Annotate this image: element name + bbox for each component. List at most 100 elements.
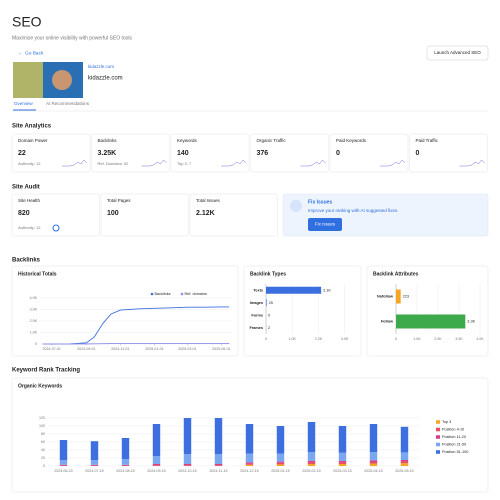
bar-segment — [183, 464, 192, 466]
x-tick-label: 2.0K — [315, 337, 323, 341]
y-tick-label: 2.0K — [30, 319, 38, 323]
metric-value: 0 — [416, 150, 420, 157]
metric-label: Total Issues — [196, 198, 221, 203]
bar-segment — [245, 424, 254, 454]
site-name: kidazzle.com — [88, 76, 123, 82]
bar-segment — [245, 453, 254, 463]
x-tick-label: 2024-10-15 — [178, 469, 196, 473]
bar — [266, 299, 267, 307]
x-tick-label: 2024-07-01 — [43, 347, 61, 351]
legend-label: Ref. domains — [185, 292, 207, 296]
bar-segment — [307, 452, 316, 461]
legend-swatch — [436, 435, 440, 439]
bar-segment — [183, 418, 192, 454]
y-tick-label: 80 — [41, 432, 45, 436]
section-title: Keyword Rank Tracking — [12, 368, 80, 374]
bar-segment — [59, 440, 68, 460]
legend-swatch — [180, 292, 184, 296]
metric-value: 0 — [336, 150, 340, 157]
legend-label: Top 3 — [442, 420, 451, 424]
tab[interactable]: AI Recommendations — [46, 101, 90, 106]
metric-value: 376 — [257, 150, 269, 157]
metric-label: Total Pages — [107, 198, 131, 203]
x-tick-label: 4.0K — [476, 337, 484, 341]
bar-segment — [90, 464, 99, 466]
fix-button[interactable] — [308, 218, 342, 231]
x-tick-label: 2024-12-15 — [240, 469, 258, 473]
metric-value: 22 — [18, 150, 26, 157]
y-tick-label: 0 — [35, 342, 37, 346]
sparkline — [141, 159, 167, 167]
x-tick-label: 2025-03-01 — [178, 347, 196, 351]
sparkline — [221, 159, 247, 167]
y-tick-label: 3.0K — [30, 307, 38, 311]
health-ring — [52, 224, 60, 232]
metric-card — [170, 133, 250, 173]
metric-note: Top 3: 7 — [177, 161, 192, 166]
chart-title: Backlink Types — [250, 271, 286, 277]
bar-segment — [214, 464, 223, 466]
legend-label: Position 51-100 — [442, 450, 468, 454]
bar-segment — [307, 464, 316, 466]
metric-label: Site Health — [18, 198, 41, 203]
site-link[interactable]: kidazzle.com — [88, 64, 114, 69]
x-tick-label: 2024-09-01 — [77, 347, 95, 351]
bar-segment — [307, 460, 316, 463]
x-tick-label: 2025-01-01 — [145, 347, 163, 351]
legend-swatch — [150, 292, 154, 296]
legend-label: Position 11-20 — [442, 435, 466, 439]
x-tick-label: 2024-11-01 — [111, 347, 129, 351]
bar-segment — [369, 462, 378, 464]
fix-icon — [290, 200, 302, 212]
bar-segment — [121, 438, 130, 460]
bar-segment — [369, 463, 378, 466]
y-tick-label: Texts — [253, 288, 263, 292]
bar-segment — [214, 418, 223, 454]
y-tick-label: Images — [250, 301, 263, 305]
bar-segment — [307, 422, 316, 452]
y-tick-label: Frames — [249, 326, 263, 330]
x-tick-label: 2024-11-15 — [209, 469, 227, 473]
fix-text: Improve your ranking with AI suggested f… — [308, 208, 399, 213]
x-tick-label: 0 — [395, 337, 397, 341]
sparkline — [300, 159, 326, 167]
value-label: 25 — [269, 301, 273, 305]
bar-segment — [276, 461, 285, 463]
y-tick-label: 20 — [41, 456, 45, 460]
y-tick-label: 1.0K — [30, 330, 38, 334]
x-tick-label: 0 — [265, 337, 267, 341]
y-tick-label: 40 — [41, 448, 45, 452]
x-tick-label: 2024-08-15 — [116, 469, 134, 473]
bar — [266, 286, 322, 294]
section-title: Site Analytics — [12, 124, 52, 130]
line-series — [42, 342, 230, 345]
bar — [396, 314, 466, 329]
y-tick-label: Forms — [251, 313, 263, 317]
bar-segment — [152, 424, 161, 456]
chart-title: Organic Keywords — [18, 383, 62, 389]
bar-segment — [183, 454, 192, 464]
value-label: 223 — [403, 295, 409, 299]
bar-segment — [307, 462, 316, 464]
launch-button[interactable] — [426, 45, 489, 61]
bar-segment — [214, 454, 223, 464]
x-tick-label: 1.0K — [289, 337, 297, 341]
bar-segment — [276, 426, 285, 454]
bar-segment — [369, 424, 378, 452]
legend-label: Position 4-10 — [442, 428, 464, 432]
x-tick-label: 3.0K — [341, 337, 349, 341]
bar-segment — [400, 463, 409, 466]
bar-segment — [121, 464, 130, 466]
bar-segment — [245, 463, 254, 465]
bar-segment — [245, 464, 254, 466]
legend-swatch — [436, 450, 440, 454]
back-link[interactable]: Go Back — [25, 50, 44, 56]
metric-card — [409, 133, 488, 173]
bar — [396, 289, 401, 304]
thumbnail-art — [13, 62, 43, 98]
x-tick-label: 1.0K — [413, 337, 421, 341]
bar-segment — [338, 462, 347, 464]
tab[interactable]: Overview — [14, 101, 34, 106]
x-tick-label: 2025-04-15 — [364, 469, 382, 473]
sparkline — [380, 159, 406, 167]
